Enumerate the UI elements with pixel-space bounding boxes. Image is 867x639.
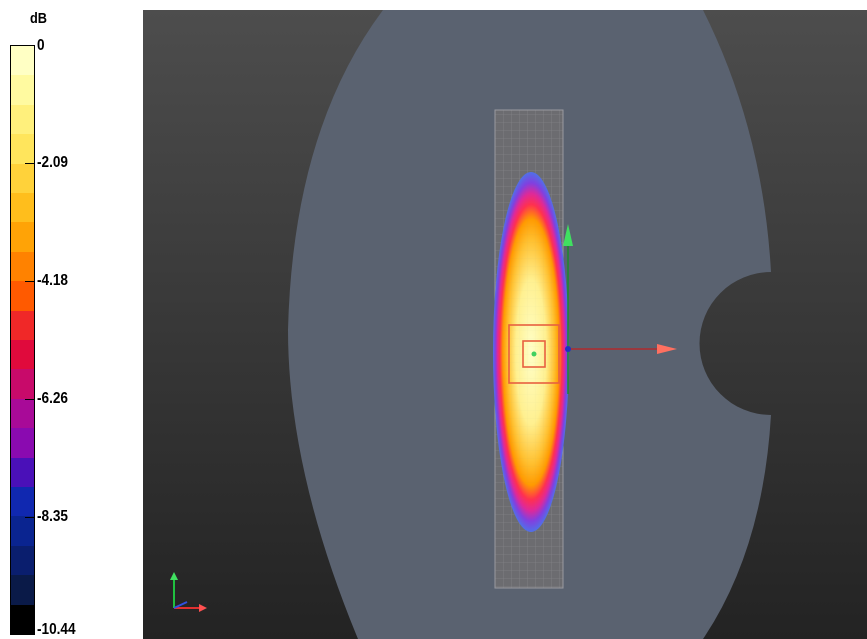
colorbar-tick <box>25 45 35 46</box>
colorbar-segment <box>11 163 34 194</box>
colorbar-segment <box>11 75 34 106</box>
colorbar-tick <box>25 634 35 635</box>
colorbar-segment <box>11 369 34 400</box>
3d-viewport[interactable] <box>143 10 867 639</box>
colorbar-tick-label: -8.35 <box>37 508 68 525</box>
colorbar-segment <box>11 46 34 76</box>
local-axes-gizmo[interactable] <box>563 224 677 394</box>
colorbar-segment <box>11 545 34 576</box>
colorbar-segment <box>11 281 34 312</box>
colorbar-tick <box>25 399 35 400</box>
colorbar-tick-label: -4.18 <box>37 272 68 289</box>
colorbar-segment <box>11 457 34 488</box>
colorbar-segment <box>11 134 34 165</box>
legend-unit: dB <box>30 10 47 27</box>
colorbar-tick <box>25 281 35 282</box>
scene-svg <box>170 10 771 639</box>
colorbar <box>10 45 35 635</box>
colorbar-tick-label: -2.09 <box>37 154 68 171</box>
colorbar-segment <box>11 575 34 606</box>
colorbar-tick <box>25 163 35 164</box>
colorbar-segment <box>11 193 34 223</box>
colorbar-tick-label: -10.44 <box>37 621 76 638</box>
colorbar-segment <box>11 516 34 547</box>
colorbar-tick <box>25 517 35 518</box>
colorbar-segment <box>11 222 34 253</box>
feed-outer-square[interactable] <box>508 324 560 384</box>
colorbar-segment <box>11 604 34 635</box>
orientation-axes-icon <box>170 572 207 612</box>
feed-inner-square[interactable] <box>522 340 546 368</box>
colorbar-tick-label: 0 <box>37 37 45 54</box>
colorbar-tick-label: -6.26 <box>37 390 68 407</box>
colorbar-segment <box>11 340 34 370</box>
feed-center-dot <box>531 351 537 357</box>
color-scale-legend: dB 0 -2.09 -4.18 -6.26 -8.35 -10.44 <box>0 0 140 639</box>
colorbar-segment <box>11 251 34 282</box>
colorbar-segment <box>11 428 34 459</box>
colorbar-segment <box>11 398 34 429</box>
colorbar-segment <box>11 310 34 341</box>
colorbar-segment <box>11 104 34 135</box>
colorbar-segment <box>11 487 34 517</box>
